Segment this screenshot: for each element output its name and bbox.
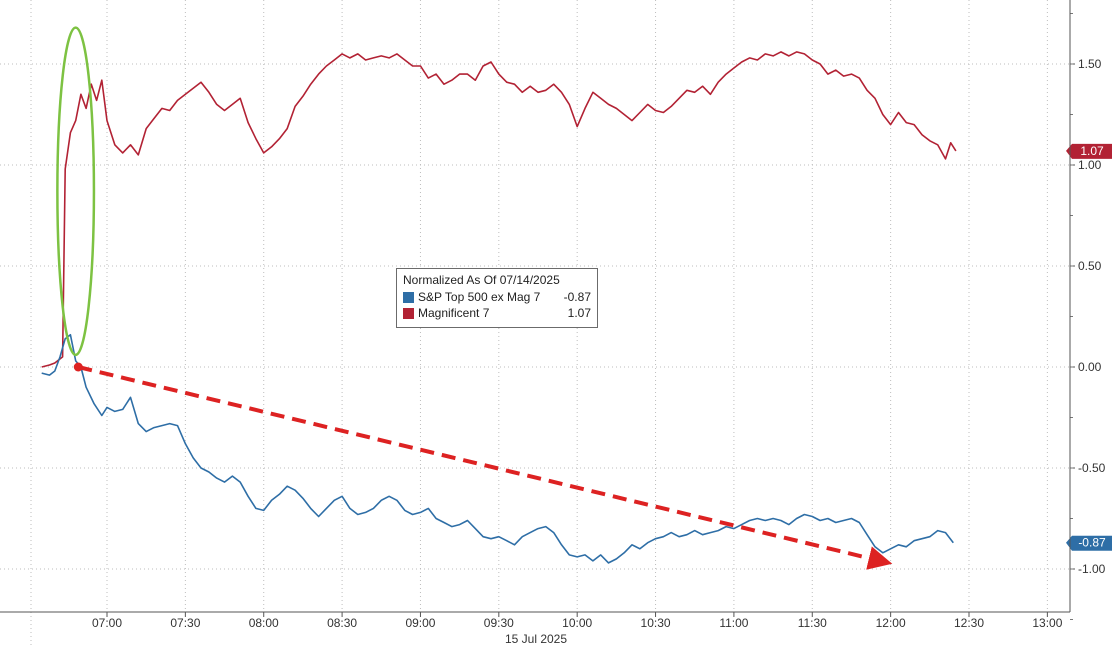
last-value-pointer [1066,143,1072,159]
series-line-sp-ex-mag7 [41,333,954,564]
legend: Normalized As Of 07/14/2025 S&P Top 500 … [396,268,598,328]
legend-value-sp-ex-mag7: -0.87 [563,290,591,304]
x-tick-label: 08:00 [249,616,279,630]
y-tick-label: 0.50 [1078,259,1102,273]
legend-title: Normalized As Of 07/14/2025 [403,273,560,287]
x-tick-label: 08:30 [327,616,357,630]
legend-swatch-mag7 [403,307,414,319]
x-tick-label: 11:00 [719,616,748,630]
y-tick-label: 1.00 [1078,158,1102,172]
legend-label-mag7: Magnificent 7 [418,306,490,320]
x-tick-label: 07:30 [170,616,200,630]
x-tick-label: 13:00 [1032,616,1062,630]
last-value-label-sp-ex-mag7: -0.87 [1066,535,1112,551]
x-axis-date-label: 15 Jul 2025 [505,632,567,646]
legend-value-mag7: 1.07 [567,306,591,320]
legend-entry-mag7: Magnificent 7 1.07 [403,305,591,321]
x-tick-label: 12:00 [876,616,906,630]
last-value-box [1072,535,1112,551]
legend-entry-sp-ex-mag7: S&P Top 500 ex Mag 7 -0.87 [403,289,591,305]
x-tick-label: 09:30 [484,616,514,630]
x-tick-label: 10:00 [562,616,592,630]
y-tick-label: 1.50 [1078,57,1102,71]
series-line-mag7 [41,51,957,368]
x-tick-label: 10:30 [641,616,671,630]
x-tick-label: 11:30 [798,616,827,630]
y-tick-label: -1.00 [1078,562,1106,576]
highlight-ellipse [56,26,96,357]
last-value-label-mag7: 1.07 [1066,143,1112,159]
trend-arrow [77,365,893,570]
last-value-text: 1.07 [1080,144,1104,158]
last-value-text: -0.87 [1078,536,1106,550]
x-tick-label: 12:30 [954,616,984,630]
x-tick-label: 09:00 [405,616,435,630]
y-tick-label: 0.00 [1078,360,1102,374]
x-tick-label: 07:00 [92,616,122,630]
last-value-box [1072,143,1112,159]
last-value-pointer [1066,535,1072,551]
annotations [56,26,893,570]
series-lines: 1.07 -0.87 [41,51,1112,564]
y-tick-label: -0.50 [1078,461,1106,475]
legend-label-sp-ex-mag7: S&P Top 500 ex Mag 7 [418,290,541,304]
legend-swatch-sp-ex-mag7 [403,291,414,303]
